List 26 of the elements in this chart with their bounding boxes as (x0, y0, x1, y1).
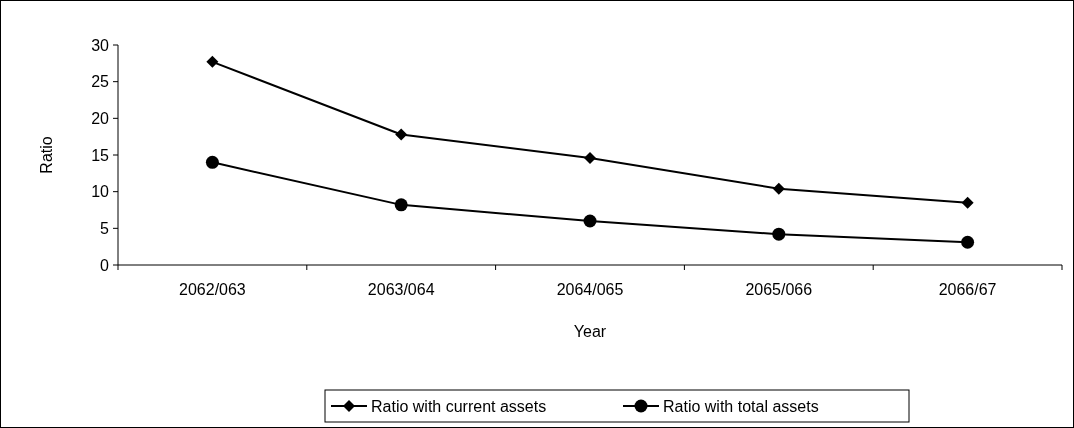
y-tick-label: 10 (91, 183, 110, 201)
y-tick-label: 15 (91, 146, 110, 164)
point (961, 196, 974, 209)
y-tick-label: 25 (91, 73, 110, 91)
y-axis-title: Ratio (38, 136, 55, 174)
point (772, 182, 785, 195)
x-tick-label: 2063/064 (367, 281, 435, 298)
point (205, 155, 219, 169)
legend-label: Ratio with total assets (663, 397, 819, 415)
point (395, 128, 408, 141)
point (394, 198, 408, 212)
y-tick-label: 5 (100, 219, 110, 237)
x-tick-label: 2066/67 (938, 281, 997, 298)
x-tick-label: 2062/063 (179, 281, 246, 298)
point (961, 235, 975, 249)
y-tick-label: 20 (91, 109, 110, 127)
x-tick-label: 2064/065 (556, 281, 624, 298)
legend-label: Ratio with current assets (371, 397, 547, 415)
point (206, 55, 219, 68)
x-tick-label: 2065/066 (745, 281, 813, 298)
x-axis-title: Year (573, 323, 607, 340)
point (583, 214, 597, 228)
point (584, 151, 596, 164)
point (772, 227, 786, 241)
y-tick-label: 30 (91, 36, 110, 54)
y-tick-label: 0 (100, 256, 110, 274)
